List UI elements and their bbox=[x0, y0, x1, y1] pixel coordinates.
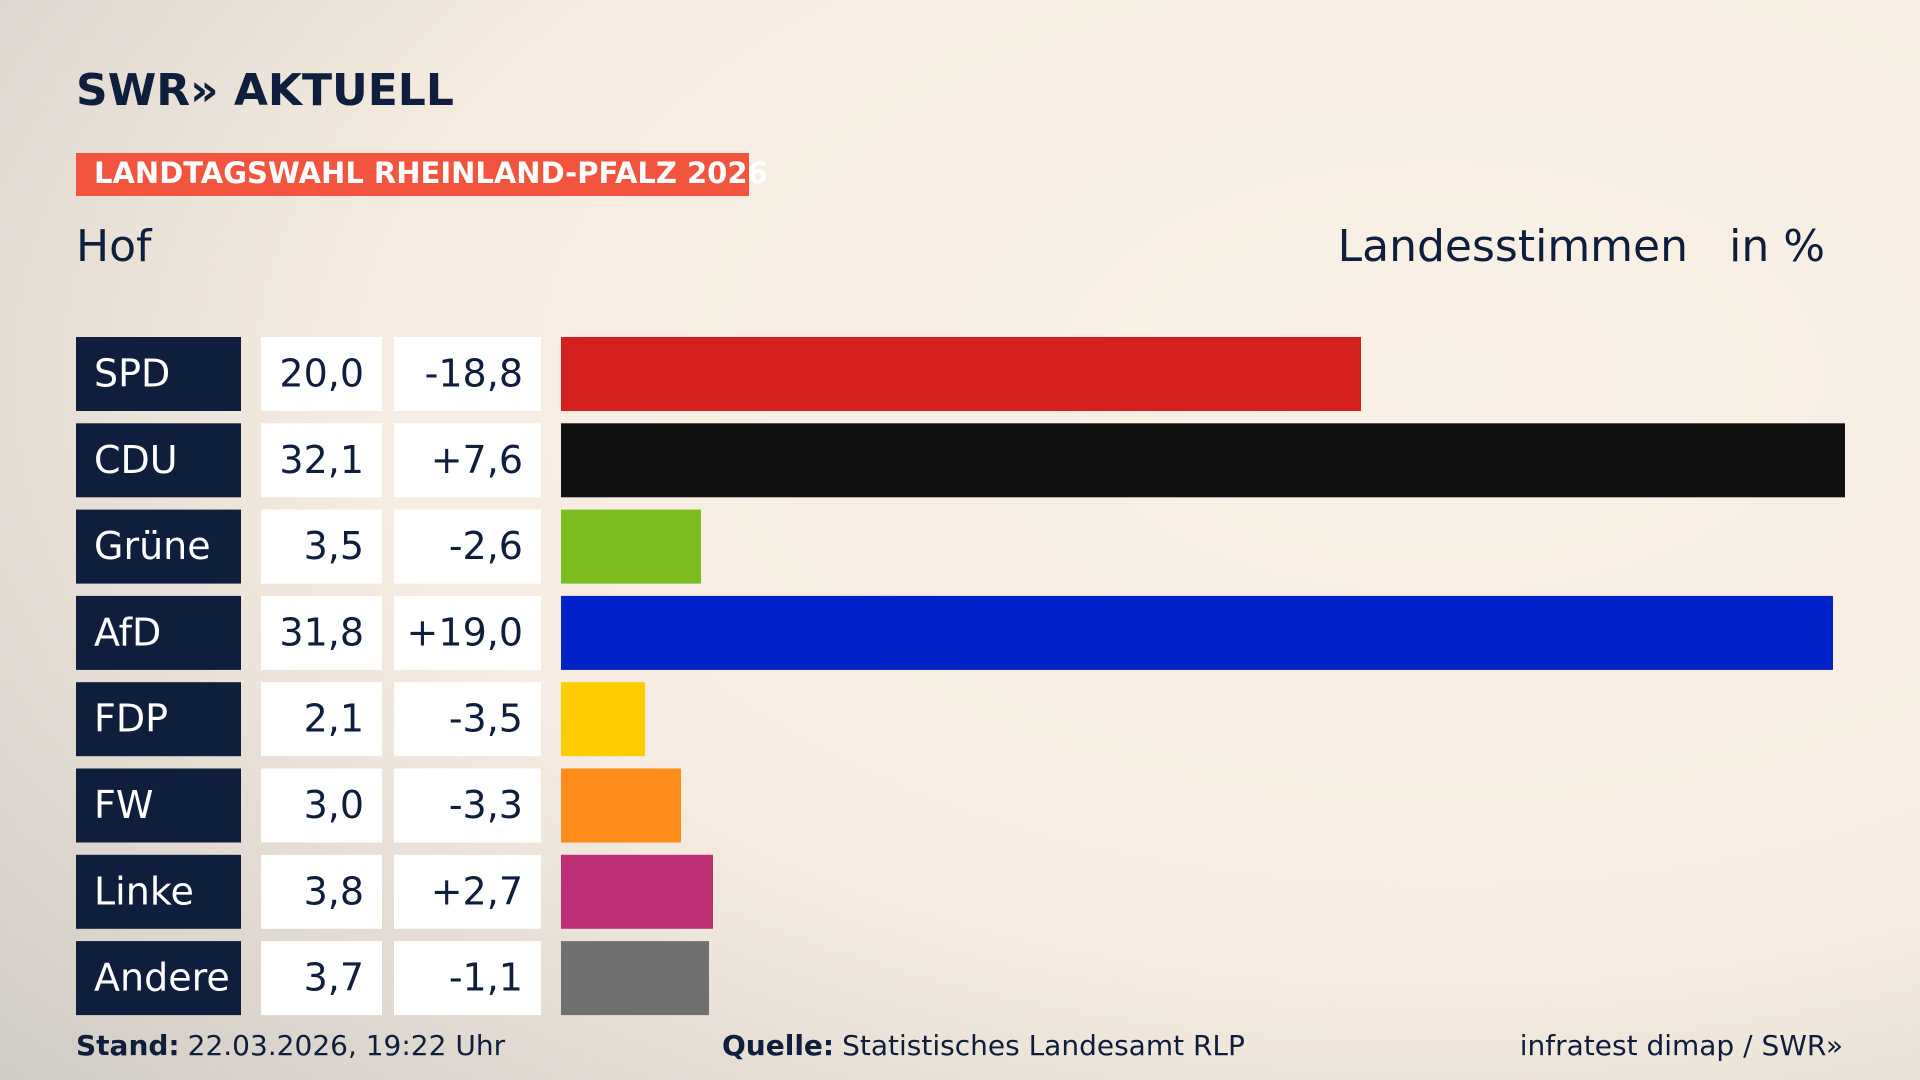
value-box bbox=[261, 768, 382, 843]
change-label: -3,5 bbox=[449, 697, 523, 741]
party-label: Andere bbox=[94, 956, 230, 1000]
value-box bbox=[261, 682, 382, 757]
value-box bbox=[261, 509, 382, 584]
value-label: 3,7 bbox=[304, 956, 364, 1000]
change-label: +7,6 bbox=[431, 438, 523, 482]
brand-logo: SWR» AKTUELL bbox=[76, 65, 454, 116]
footer-source: Quelle: Statistisches Landesamt RLP bbox=[722, 1029, 1245, 1062]
value-label: 31,8 bbox=[279, 610, 364, 654]
change-label: -2,6 bbox=[449, 524, 523, 568]
source-label: Quelle: bbox=[722, 1029, 834, 1062]
tag-box bbox=[76, 153, 749, 196]
change-label: -1,1 bbox=[449, 956, 523, 1000]
party-label: FDP bbox=[94, 697, 168, 741]
change-box bbox=[394, 595, 541, 670]
change-label: +19,0 bbox=[407, 610, 523, 654]
party-box bbox=[76, 337, 241, 411]
party-box bbox=[76, 854, 241, 929]
value-label: 3,8 bbox=[304, 869, 364, 913]
value-label: 3,5 bbox=[304, 524, 364, 568]
stand: 22.03.2026, 19:22 Uhr bbox=[188, 1029, 506, 1062]
party-label: FW bbox=[94, 783, 153, 827]
change-box bbox=[394, 337, 541, 411]
party-label: Grüne bbox=[94, 524, 211, 568]
party-box bbox=[76, 941, 241, 1016]
bar bbox=[561, 423, 1845, 498]
change-label: -3,3 bbox=[449, 783, 523, 827]
value-box bbox=[261, 595, 382, 670]
bar bbox=[561, 941, 709, 1016]
unit-label: in % bbox=[1729, 221, 1825, 272]
change-box bbox=[394, 768, 541, 843]
party-box bbox=[76, 423, 241, 498]
subtitle: Landesstimmen bbox=[1338, 221, 1688, 272]
party-label: CDU bbox=[94, 438, 178, 482]
party-label: AfD bbox=[94, 610, 161, 654]
change-box bbox=[394, 682, 541, 757]
party-label: SPD bbox=[94, 352, 170, 396]
bar bbox=[561, 595, 1833, 670]
footer-stand: Stand: 22.03.2026, 19:22 Uhr bbox=[76, 1029, 506, 1062]
value-label: 2,1 bbox=[304, 697, 364, 741]
bar bbox=[561, 509, 701, 584]
value-box bbox=[261, 854, 382, 929]
source: Statistisches Landesamt RLP bbox=[842, 1029, 1245, 1062]
value-label: 20,0 bbox=[279, 352, 364, 396]
bar bbox=[561, 854, 713, 929]
bar bbox=[561, 682, 645, 757]
party-box bbox=[76, 509, 241, 584]
change-box bbox=[394, 509, 541, 584]
party-label: Linke bbox=[94, 869, 194, 913]
change-box bbox=[394, 854, 541, 929]
change-label: -18,8 bbox=[425, 352, 523, 396]
stand-label: Stand: bbox=[76, 1029, 180, 1062]
bar bbox=[561, 768, 681, 843]
party-box bbox=[76, 768, 241, 843]
bar bbox=[561, 337, 1361, 411]
value-label: 32,1 bbox=[279, 438, 364, 482]
party-box bbox=[76, 595, 241, 670]
chart-title: Hof bbox=[76, 221, 153, 272]
value-box bbox=[261, 423, 382, 498]
change-box bbox=[394, 941, 541, 1016]
change-label: +2,7 bbox=[431, 869, 523, 913]
credit: infratest dimap / SWR» bbox=[1520, 1029, 1843, 1062]
value-box bbox=[261, 337, 382, 411]
party-box bbox=[76, 682, 241, 757]
value-label: 3,0 bbox=[304, 783, 364, 827]
tag: LANDTAGSWAHL RHEINLAND-PFALZ 2026 bbox=[94, 156, 768, 190]
change-box bbox=[394, 423, 541, 498]
value-box bbox=[261, 941, 382, 1016]
